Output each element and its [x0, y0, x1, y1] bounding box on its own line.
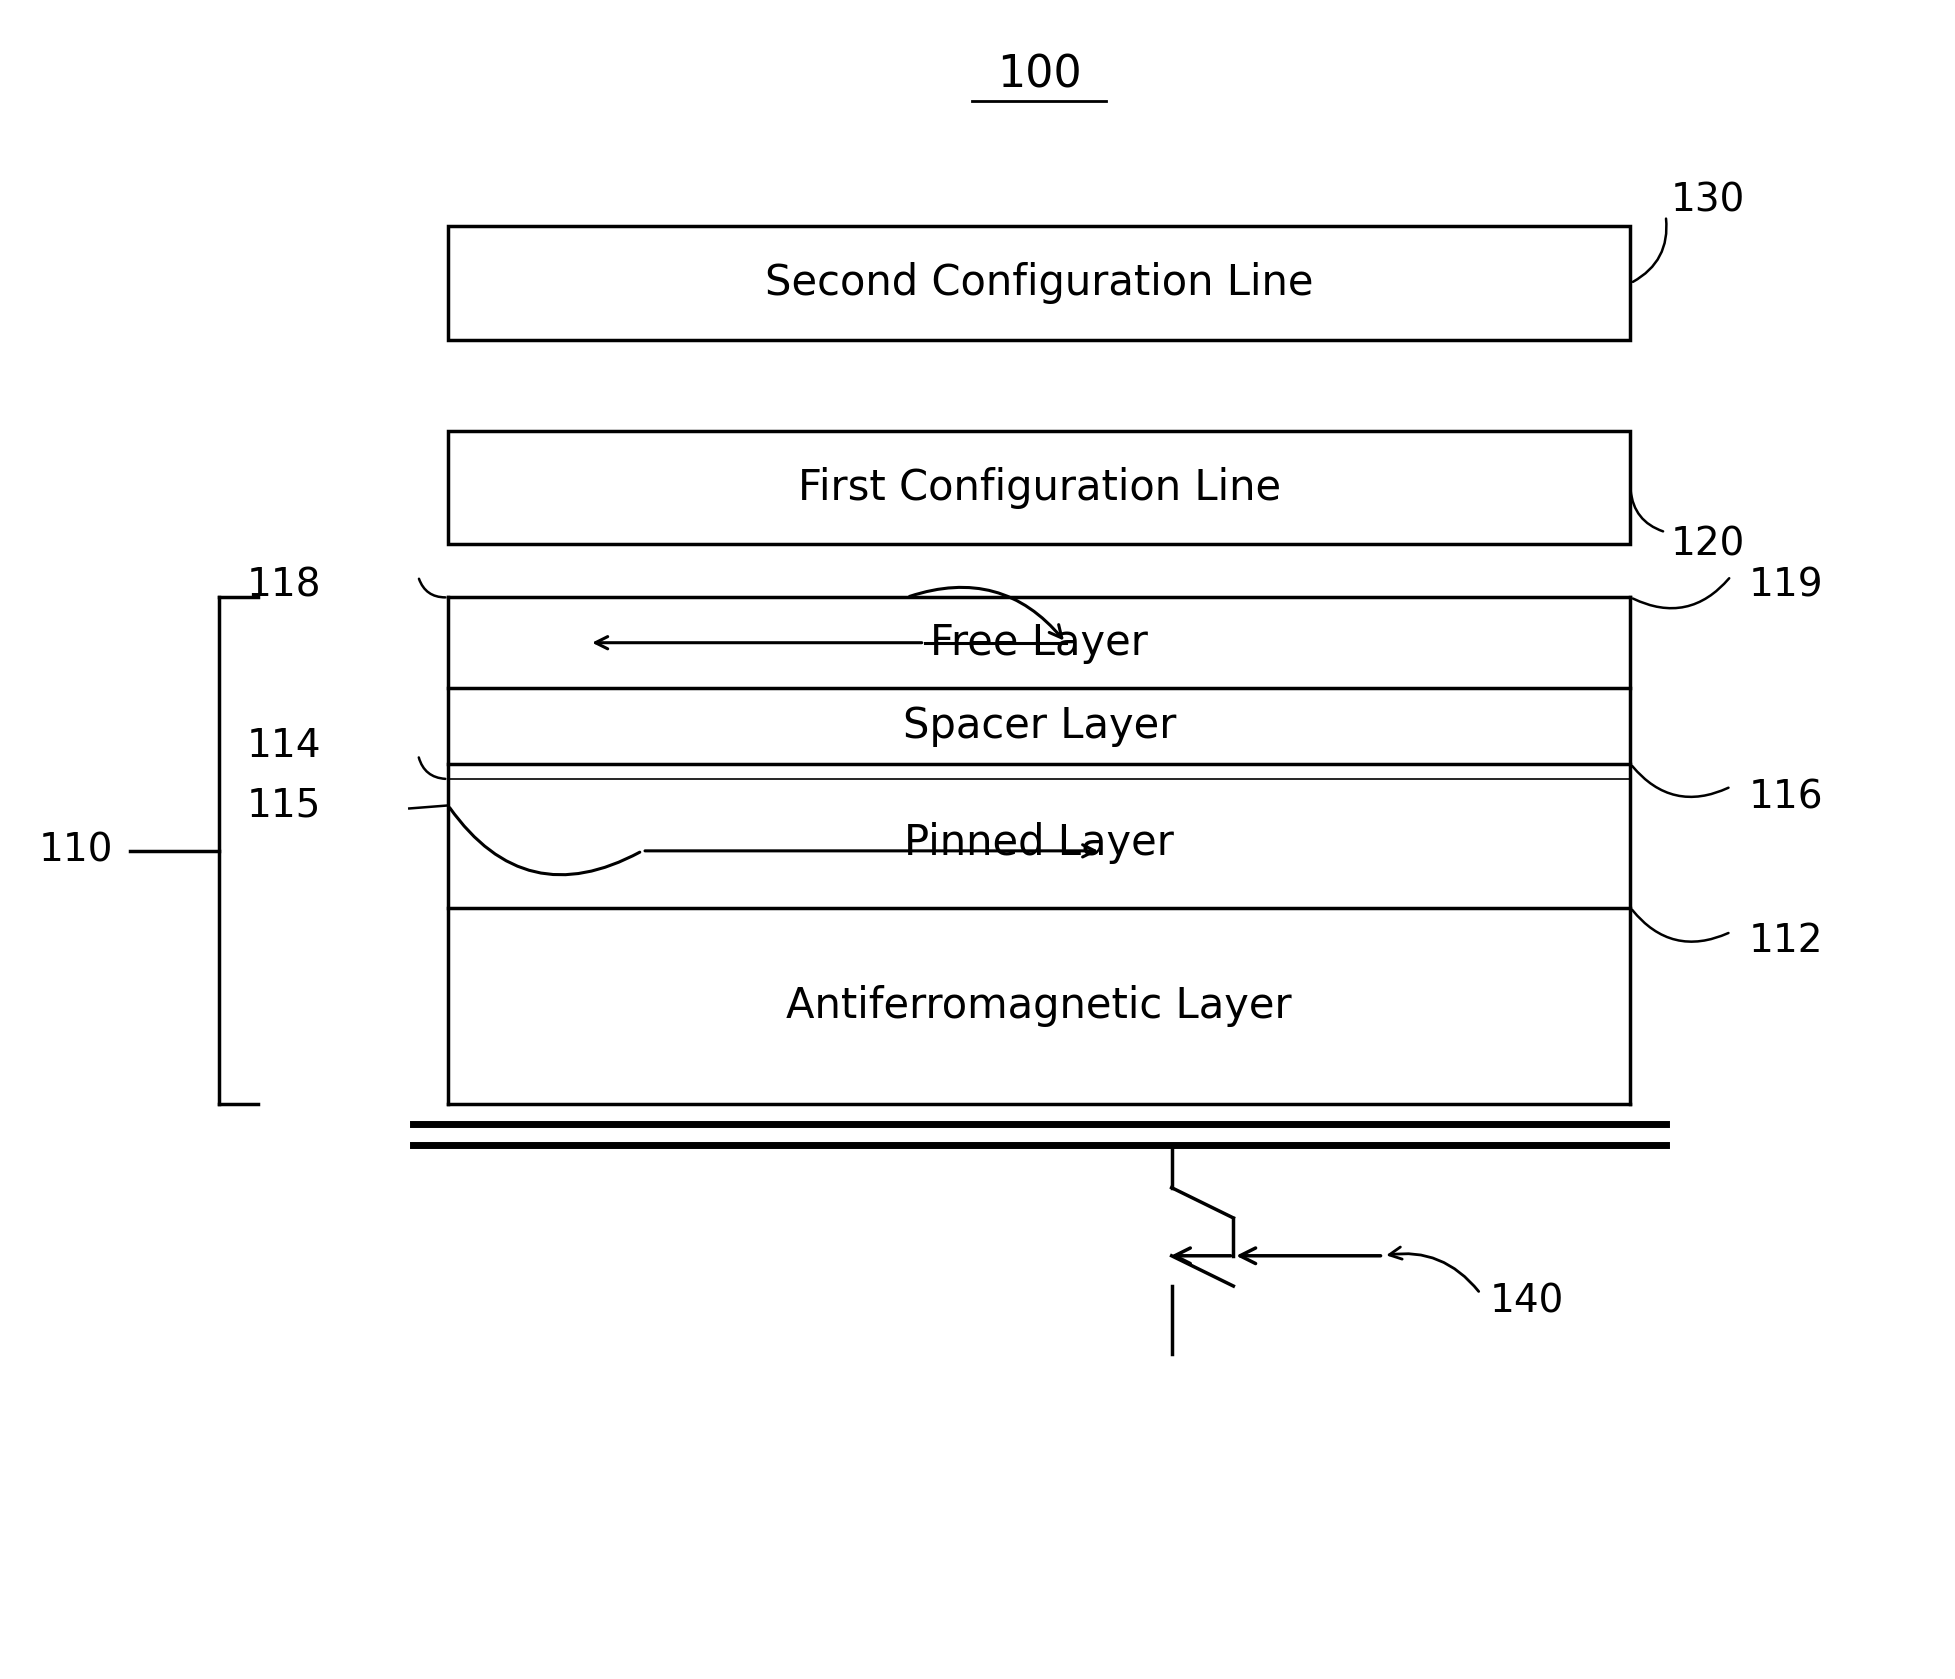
Text: 110: 110 — [39, 831, 113, 870]
Bar — [448, 227, 1630, 339]
Text: Second Configuration Line: Second Configuration Line — [764, 262, 1314, 304]
Text: 115: 115 — [246, 786, 321, 824]
Text: 100: 100 — [997, 54, 1081, 97]
Text: Free Layer: Free Layer — [931, 621, 1148, 663]
Text: 119: 119 — [1748, 566, 1824, 604]
Text: 140: 140 — [1490, 1283, 1564, 1320]
Bar — [448, 432, 1630, 544]
Text: Pinned Layer: Pinned Layer — [905, 823, 1175, 865]
Text: 114: 114 — [246, 727, 321, 764]
Text: 118: 118 — [246, 566, 321, 604]
Text: First Configuration Line: First Configuration Line — [798, 467, 1281, 509]
Text: Spacer Layer: Spacer Layer — [903, 705, 1177, 747]
Text: Antiferromagnetic Layer: Antiferromagnetic Layer — [786, 986, 1292, 1028]
Text: 130: 130 — [1672, 181, 1746, 220]
Text: 116: 116 — [1748, 777, 1824, 816]
Text: 120: 120 — [1672, 526, 1746, 564]
Text: 112: 112 — [1748, 922, 1824, 960]
